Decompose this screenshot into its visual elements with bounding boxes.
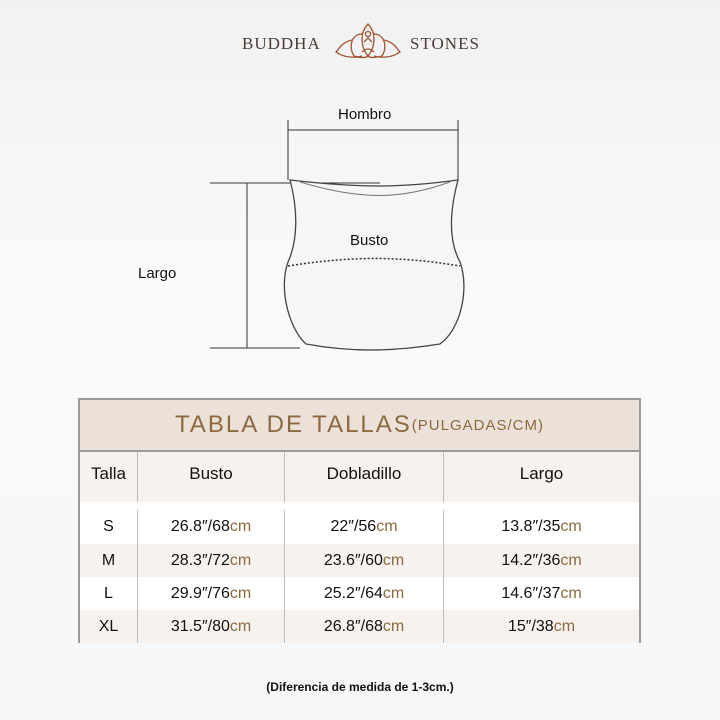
header-length: Largo [519, 464, 564, 483]
label-shoulder: Hombro [338, 106, 392, 123]
label-bust: Busto [350, 232, 389, 249]
table-row: XL 31.5″/80 cm 26.8″/68 cm 15″/38 cm [80, 610, 639, 643]
cell-value: XL [98, 617, 119, 635]
cell-value: S [103, 518, 114, 535]
cell-size: M [80, 544, 138, 577]
cell-value: M [101, 551, 116, 569]
size-chart-table: TABLA DE TALLAS (PULGADAS/CM) Talla Busto… [78, 398, 641, 643]
unit-suffix: cm [382, 584, 405, 602]
cell-value: 26.8″/68 [170, 518, 230, 535]
unit-suffix: cm [376, 518, 398, 535]
unit-suffix: cm [560, 551, 582, 569]
header-bust: Busto [138, 452, 285, 502]
unit-suffix: cm [229, 551, 252, 569]
cell-value: 15″/38 [507, 617, 554, 635]
cell-length: 14.2″/36 cm [444, 544, 639, 577]
table-header: Talla Busto Dobladillo Largo [80, 452, 639, 502]
unit-suffix: cm [553, 617, 576, 635]
cell-value: 13.8″/35 [501, 518, 561, 535]
title-text: TABLA DE TALLAS [175, 411, 412, 438]
brand-right: STONES [410, 34, 480, 53]
table-title: TABLA DE TALLAS (PULGADAS/CM) [80, 400, 639, 452]
brand-left: BUDDHA [242, 34, 321, 53]
tube-top-outline [210, 120, 465, 351]
lotus-meditation-icon [335, 23, 401, 59]
cell-value: 29.9″/76 [170, 584, 230, 602]
cell-length: 13.8″/35 cm [444, 510, 639, 544]
cell-value: 23.6″/60 [323, 551, 383, 569]
brand-logo: BUDDHA STONES [242, 23, 492, 60]
unit-suffix: cm [560, 518, 582, 535]
unit-suffix: cm [560, 584, 582, 602]
measurement-note: (Diferencia de medida de 1-3cm.) [266, 680, 454, 694]
cell-hem: 22″/56 cm [285, 510, 444, 544]
cell-bust: 26.8″/68 cm [138, 510, 285, 544]
unit-suffix: cm [229, 584, 252, 602]
cell-hem: 26.8″/68 cm [285, 610, 444, 643]
cell-value: 14.2″/36 [501, 551, 561, 569]
cell-size: L [80, 577, 138, 610]
unit-suffix: cm [382, 551, 405, 569]
cell-value: L [104, 584, 113, 602]
header-hem: Dobladillo [285, 452, 444, 502]
cell-value: 26.8″/68 [323, 617, 383, 635]
label-length: Largo [138, 265, 177, 282]
cell-value: 14.6″/37 [501, 584, 561, 602]
cell-hem: 23.6″/60 cm [285, 544, 444, 577]
cell-bust: 28.3″/72 cm [138, 544, 285, 577]
cell-hem: 25.2″/64 cm [285, 577, 444, 610]
table-row: L 29.9″/76 cm 25.2″/64 cm 14.6″/37 cm [80, 577, 639, 610]
cell-length: 15″/38 cm [444, 610, 639, 643]
cell-value: 22″/56 [330, 518, 377, 535]
cell-size: XL [80, 610, 138, 643]
cell-value: 25.2″/64 [323, 584, 383, 602]
unit-suffix: cm [229, 518, 252, 535]
unit-suffix: cm [382, 617, 405, 635]
cell-bust: 29.9″/76 cm [138, 577, 285, 610]
title-unit: (PULGADAS/CM) [411, 416, 544, 434]
table-row: M 28.3″/72 cm 23.6″/60 cm 14.2″/36 cm [80, 544, 639, 577]
garment-diagram: Hombro Busto Largo [0, 90, 720, 370]
header-size: Talla [80, 452, 138, 502]
cell-value: 31.5″/80 [170, 617, 230, 635]
cell-size: S [80, 510, 138, 544]
unit-suffix: cm [229, 617, 252, 635]
cell-value: 28.3″/72 [170, 551, 230, 569]
cell-bust: 31.5″/80 cm [138, 610, 285, 643]
cell-length: 14.6″/37 cm [444, 577, 639, 610]
table-row: S 26.8″/68 cm 22″/56 cm 13.8″/35 cm [80, 502, 639, 544]
